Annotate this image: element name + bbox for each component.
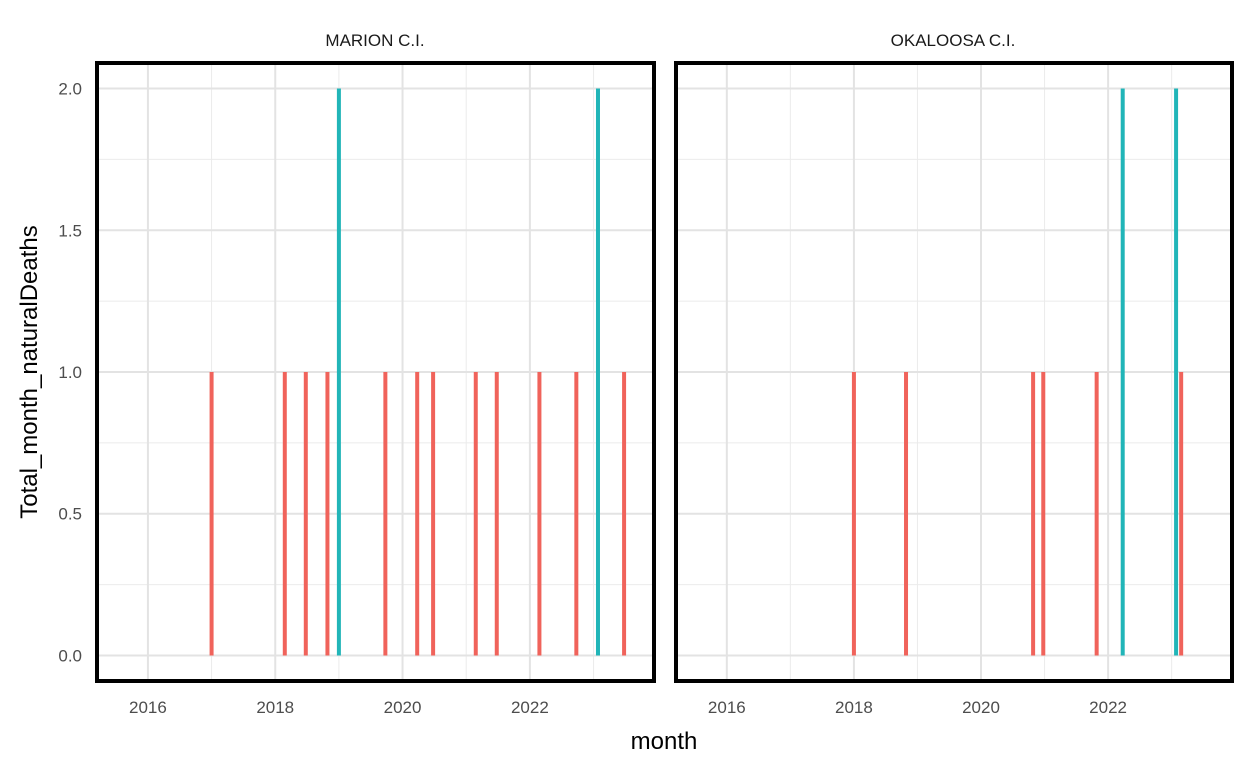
y-axis-title: Total_month_naturalDeaths: [16, 225, 43, 519]
bar: [1174, 88, 1179, 656]
bar: [494, 372, 499, 656]
x-tick-label: 2016: [129, 698, 167, 717]
bar: [282, 372, 287, 656]
x-tick-label: 2020: [962, 698, 1000, 717]
bar: [431, 372, 436, 656]
bar: [1041, 372, 1046, 656]
x-tick-label: 2020: [384, 698, 422, 717]
x-tick-label: 2022: [511, 698, 549, 717]
panel-border: [95, 61, 656, 683]
bar: [336, 88, 341, 656]
panel-title-marion: MARION C.I.: [325, 31, 424, 50]
bar: [303, 372, 308, 656]
bar: [851, 372, 856, 656]
bar: [473, 372, 478, 656]
x-tick-label: 2022: [1089, 698, 1127, 717]
bar: [622, 372, 627, 656]
y-axis: 0.0 0.5 1.0 1.5 2.0: [58, 80, 82, 666]
bar: [904, 372, 909, 656]
bar: [383, 372, 388, 656]
panel-title-okaloosa: OKALOOSA C.I.: [891, 31, 1016, 50]
panel-marion: MARION C.I.: [95, 31, 656, 683]
bar: [1120, 88, 1125, 656]
bar: [574, 372, 579, 656]
panel-border: [674, 61, 1234, 683]
y-tick-label: 0.0: [58, 646, 82, 665]
y-tick-label: 1.0: [58, 363, 82, 382]
bar: [1031, 372, 1036, 656]
x-tick-label: 2016: [708, 698, 746, 717]
bar: [1094, 372, 1099, 656]
bar: [595, 88, 600, 656]
x-tick-label: 2018: [835, 698, 873, 717]
bar: [1179, 372, 1184, 656]
panel-okaloosa: OKALOOSA C.I.: [674, 31, 1234, 683]
x-axis: 2016 2018 2020 2022 2016 2018 2020 2022: [129, 698, 1127, 717]
bar: [537, 372, 542, 656]
bar: [209, 372, 214, 656]
y-tick-label: 2.0: [58, 80, 82, 99]
x-axis-title: month: [631, 728, 698, 755]
y-tick-label: 0.5: [58, 505, 82, 524]
bar: [415, 372, 420, 656]
bar: [325, 372, 330, 656]
y-tick-label: 1.5: [58, 221, 82, 240]
x-tick-label: 2018: [256, 698, 294, 717]
